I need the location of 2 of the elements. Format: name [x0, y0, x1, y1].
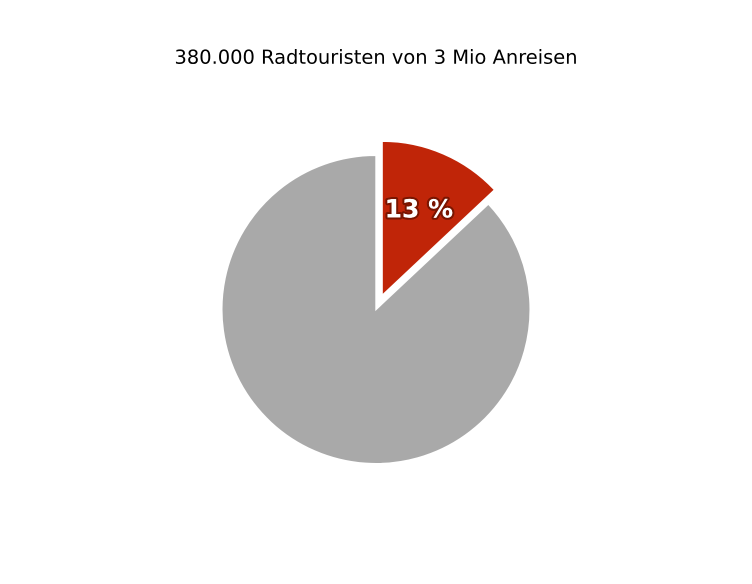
data-label: 13 % — [387, 198, 452, 218]
chart-title: 380.000 Radtouristen von 3 Mio Anreisen — [176, 48, 576, 64]
